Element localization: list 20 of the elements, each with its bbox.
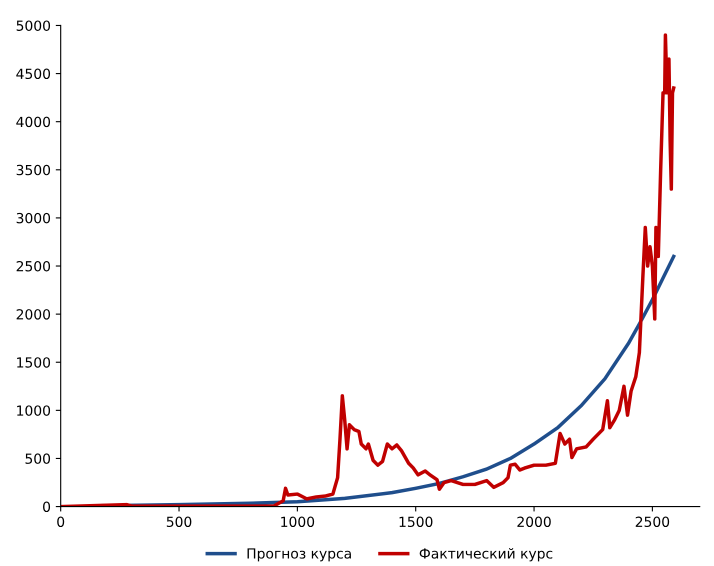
y-tick-label: 1000: [17, 405, 50, 416]
y-tick-label: 4500: [16, 68, 50, 80]
y-tick-label: 2000: [16, 309, 50, 320]
x-tick-label: 1000: [281, 516, 314, 528]
y-tick-label: 4000: [16, 116, 50, 128]
x-tick-label: 500: [166, 516, 192, 528]
legend-label: Прогноз курса: [248, 548, 351, 562]
x-tick-label: 1500: [400, 516, 432, 528]
x-tick-label: 2500: [636, 516, 670, 528]
y-tick-label: 500: [26, 453, 50, 464]
y-tick-label: 3000: [16, 212, 50, 224]
legend-label: Фактический курс: [420, 548, 552, 562]
line-series: [60, 33, 676, 507]
y-tick-label: 5000: [16, 20, 50, 31]
x-tick-label: 0: [57, 516, 64, 528]
y-tick-label: 0: [43, 502, 50, 512]
y-tick-label: 1500: [17, 357, 50, 368]
y-tick-label: 2500: [16, 260, 50, 272]
x-tick-label: 2000: [517, 516, 551, 528]
y-tick-label: 3500: [16, 164, 50, 176]
